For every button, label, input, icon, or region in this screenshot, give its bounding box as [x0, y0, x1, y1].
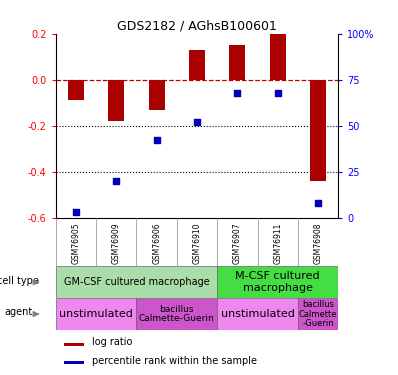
Text: unstimulated: unstimulated	[59, 309, 133, 319]
Bar	[217, 266, 338, 298]
Point	[113, 178, 119, 184]
Text: GSM76909: GSM76909	[112, 222, 121, 264]
Text: log ratio: log ratio	[92, 338, 133, 347]
Title: GDS2182 / AGhsB100601: GDS2182 / AGhsB100601	[117, 20, 277, 33]
Bar	[217, 298, 298, 330]
Text: bacillus
Calmette-Guerin: bacillus Calmette-Guerin	[139, 305, 215, 323]
Point	[315, 200, 321, 206]
Bar	[310, 80, 326, 181]
Bar	[270, 34, 286, 80]
Bar	[64, 361, 84, 364]
Text: unstimulated: unstimulated	[220, 309, 295, 319]
Text: GSM76908: GSM76908	[314, 222, 323, 264]
Bar	[148, 80, 165, 110]
Point	[73, 209, 79, 215]
Bar	[108, 80, 124, 121]
Bar	[298, 298, 338, 330]
Point	[234, 90, 240, 96]
Text: GM-CSF cultured macrophage: GM-CSF cultured macrophage	[64, 277, 209, 287]
Bar	[56, 298, 137, 330]
Text: GSM76907: GSM76907	[233, 222, 242, 264]
Point	[154, 137, 160, 143]
Bar	[229, 45, 246, 80]
Text: cell type: cell type	[0, 276, 39, 286]
Point	[275, 90, 281, 96]
Text: GSM76911: GSM76911	[273, 222, 282, 264]
Text: GSM76910: GSM76910	[193, 222, 201, 264]
Bar	[68, 80, 84, 100]
Bar	[189, 50, 205, 80]
Text: percentile rank within the sample: percentile rank within the sample	[92, 356, 258, 366]
Text: M-CSF cultured
macrophage: M-CSF cultured macrophage	[236, 272, 320, 293]
Text: GSM76905: GSM76905	[71, 222, 80, 264]
Bar	[64, 343, 84, 346]
Point	[194, 119, 200, 125]
Bar	[137, 298, 217, 330]
Text: agent: agent	[4, 308, 32, 318]
Bar	[56, 266, 217, 298]
Text: GSM76906: GSM76906	[152, 222, 161, 264]
Text: bacillus
Calmette
-Guerin: bacillus Calmette -Guerin	[299, 300, 338, 328]
